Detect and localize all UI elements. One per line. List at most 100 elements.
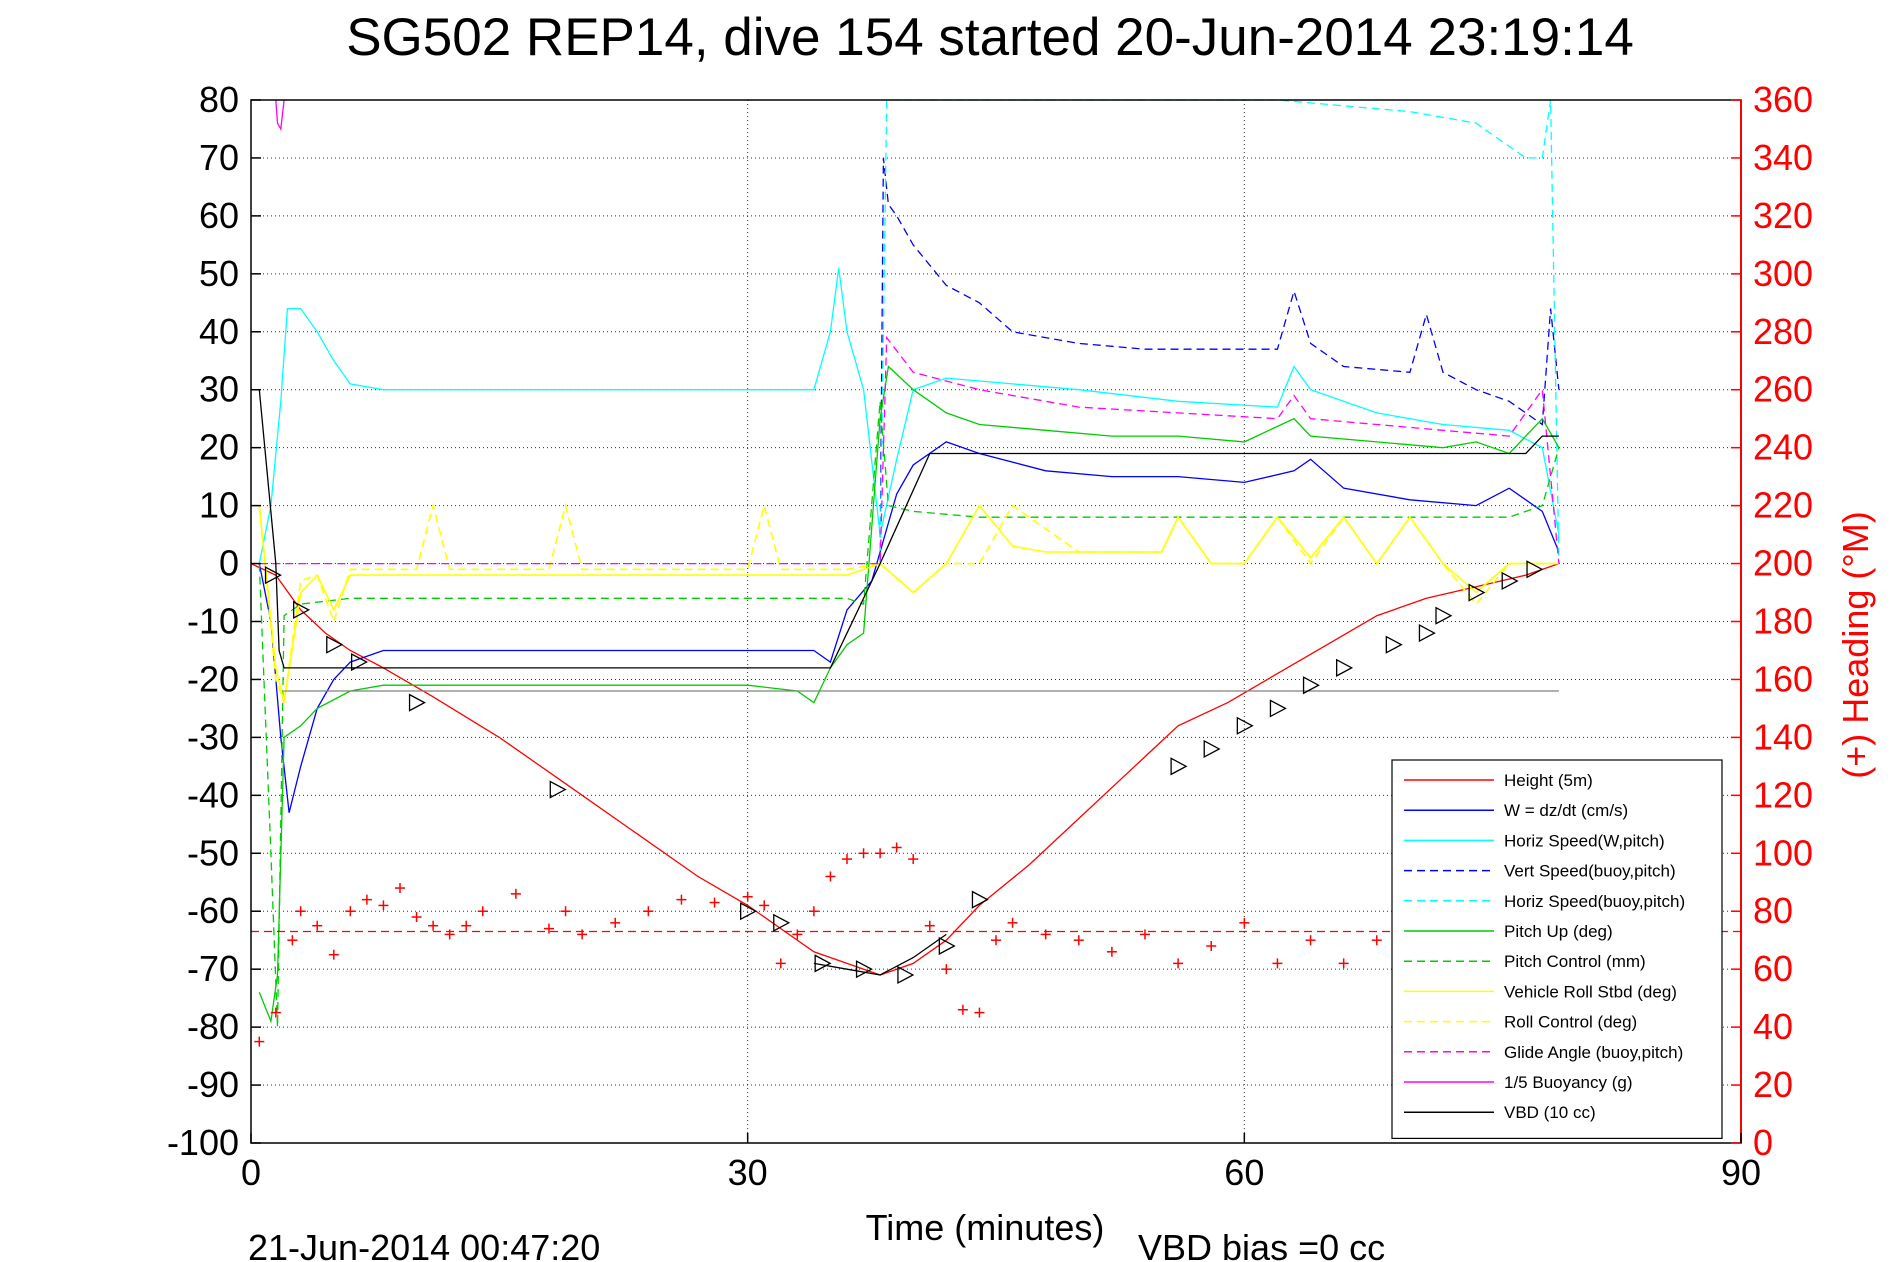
left-tick-label: 80 <box>199 79 239 120</box>
depth-marker <box>938 936 956 956</box>
series-line-9 <box>259 335 1560 565</box>
series-line-5 <box>258 365 1560 1024</box>
depth-marker <box>814 954 832 973</box>
heading-point <box>477 906 488 917</box>
heading-point <box>974 1007 985 1018</box>
series-line-11 <box>258 389 1559 669</box>
heading-point <box>858 848 869 859</box>
heading-point <box>1206 940 1217 951</box>
heading-point <box>1106 946 1117 957</box>
legend-label: Height (5m) <box>1504 771 1593 790</box>
left-tick-label: -70 <box>187 948 239 989</box>
left-tick-label: 10 <box>199 485 239 526</box>
heading-point <box>742 891 753 902</box>
vbd-bias-note: VBD bias =0 cc <box>1138 1227 1385 1262</box>
series-line-3 <box>879 157 1560 564</box>
series-line-0 <box>250 562 1560 976</box>
right-tick-label: 20 <box>1753 1064 1793 1105</box>
heading-point <box>395 883 405 894</box>
series-line-10 <box>275 99 285 132</box>
right-tick-label: 240 <box>1753 427 1813 468</box>
heading-point <box>825 871 836 882</box>
series-line-7 <box>258 504 1559 703</box>
heading-point <box>1338 958 1349 969</box>
heading-point <box>891 842 902 853</box>
heading-point <box>759 900 770 911</box>
depth-marker <box>1526 560 1544 579</box>
right-tick-label: 140 <box>1753 716 1813 757</box>
heading-point <box>1140 929 1150 940</box>
right-tick-label: 0 <box>1753 1122 1773 1163</box>
depth-marker <box>1269 699 1287 718</box>
heading-point <box>1173 958 1184 969</box>
x-tick-label: 30 <box>728 1152 768 1193</box>
depth-marker <box>1385 635 1403 654</box>
heading-point <box>1239 917 1250 928</box>
legend-box <box>1391 759 1723 1139</box>
legend-label: W = dz/dt (cm/s) <box>1504 801 1628 820</box>
x-tick-label: 0 <box>241 1152 261 1193</box>
series-line-1 <box>258 441 1560 813</box>
legend-label: Pitch Up (deg) <box>1504 922 1613 941</box>
right-tick-label: 360 <box>1753 79 1813 120</box>
heading-point <box>461 920 472 931</box>
heading-point <box>428 920 439 931</box>
right-tick-label: 200 <box>1753 543 1813 584</box>
heading-point <box>941 964 952 975</box>
heading-point <box>775 958 786 969</box>
heading-point <box>1305 935 1316 946</box>
left-tick-label: -20 <box>187 658 239 699</box>
heading-point <box>560 906 571 917</box>
heading-point <box>295 906 306 917</box>
depth-marker <box>549 780 567 799</box>
heading-point <box>808 906 819 917</box>
legend: Height (5m) W = dz/dt (cm/s) Horiz Speed(W… <box>1391 759 1723 1139</box>
heading-point <box>924 920 935 931</box>
depth-markers <box>264 560 1544 985</box>
right-tick-label: 340 <box>1753 137 1813 178</box>
depth-marker <box>971 890 989 909</box>
series-line-6 <box>258 401 1560 1028</box>
left-tick-label: 30 <box>199 369 239 410</box>
heading-point <box>1073 935 1084 946</box>
left-tick-label: 20 <box>199 427 239 468</box>
x-axis-ticks: 0 30 60 90 <box>241 1133 1761 1193</box>
heading-point <box>991 935 1001 946</box>
depth-marker <box>1203 739 1221 759</box>
left-tick-label: -90 <box>187 1064 239 1105</box>
heading-point <box>510 888 521 899</box>
depth-marker <box>1336 658 1354 677</box>
left-tick-label: -40 <box>187 774 239 815</box>
heading-point <box>1371 935 1382 946</box>
legend-label: 1/5 Buoyancy (g) <box>1504 1073 1633 1092</box>
depth-marker <box>1501 571 1519 591</box>
depth-marker <box>350 652 368 672</box>
left-tick-label: 50 <box>199 253 239 294</box>
series-line-2 <box>258 267 1560 564</box>
left-axis-ticks: 80 70 60 50 40 30 20 10 0 -10 -20 -30 -40 -50 -60 -70 -8… <box>167 79 261 1163</box>
series-layer <box>250 99 1741 1047</box>
right-axis-label: (+) Heading (°M) <box>1835 511 1876 778</box>
depth-marker <box>740 902 758 921</box>
legend-label: Vert Speed(buoy,pitch) <box>1504 862 1676 881</box>
heading-point <box>709 897 720 908</box>
heading-point <box>361 894 372 905</box>
heading-point <box>842 854 852 865</box>
heading-point <box>957 1004 968 1015</box>
heading-point <box>328 949 339 960</box>
depth-marker <box>1468 583 1486 602</box>
legend-label: Glide Angle (buoy,pitch) <box>1504 1043 1683 1062</box>
legend-label: Pitch Control (mm) <box>1504 952 1646 971</box>
heading-point <box>270 1007 281 1018</box>
x-tick-label: 90 <box>1721 1152 1761 1193</box>
right-tick-label: 40 <box>1753 1006 1793 1047</box>
depth-marker <box>408 693 426 712</box>
right-tick-label: 320 <box>1753 195 1813 236</box>
right-tick-label: 260 <box>1753 369 1813 410</box>
depth-marker <box>1435 606 1453 625</box>
right-tick-label: 100 <box>1753 832 1813 873</box>
legend-label: Vehicle Roll Stbd (deg) <box>1504 982 1677 1001</box>
heading-point <box>312 920 323 931</box>
heading-point <box>411 912 422 923</box>
